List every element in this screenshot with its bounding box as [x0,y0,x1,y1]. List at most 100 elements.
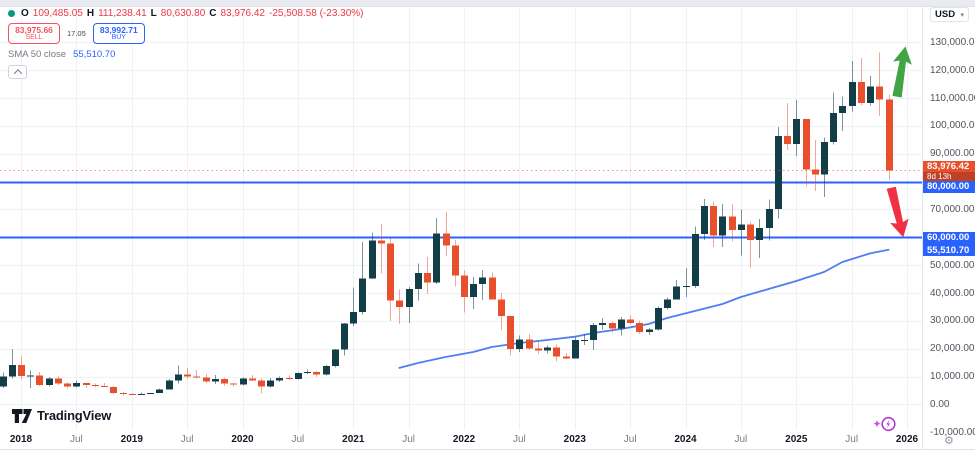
candle [590,323,597,350]
candle-body [858,81,865,103]
chevron-up-icon [13,69,22,78]
buy-button[interactable]: 83,992.71 BUY [92,23,145,44]
candle [664,297,671,310]
candle [258,378,265,394]
widget-bottom-border [0,449,975,450]
candle [858,57,865,106]
sell-button[interactable]: 83,975.66 SELL [8,23,60,44]
tradingview-logo[interactable]: TradingView [12,408,111,423]
candle [886,94,893,180]
candle-body [701,205,708,235]
candle-body [166,380,173,390]
candle [729,203,736,242]
candle-body [267,380,274,387]
candle [756,219,763,258]
candle [203,373,210,383]
candle [830,92,837,145]
price-tick-label: 10,000.00 [930,371,975,382]
candle [775,127,782,219]
arrow-down-icon [886,186,909,238]
candle [240,377,247,386]
time-tick-label: Jul [180,434,194,445]
candle-body [489,277,496,300]
buy-label: BUY [111,34,126,42]
price-axis[interactable]: USD ▾ 83,976.42 8d 13h 80,000.00 60,000.… [922,0,975,449]
event-marker-icon[interactable] [872,415,898,433]
down-arrow-annotation[interactable] [883,186,913,240]
candle-body [609,323,616,329]
candle-body [719,216,726,236]
candle [812,139,819,191]
time-axis[interactable]: 2018 Jul 2019 Jul 2020 Jul 2021 Jul 2022 Jul 2023 J… [0,430,922,449]
time-tick-label: Jul [291,434,305,445]
candle-body [443,233,450,246]
sma-line[interactable] [398,248,890,369]
candle-body [0,376,7,387]
candle [73,380,80,388]
candle-body [821,142,828,175]
price-tick-label: 30,000.00 [930,315,975,327]
chart-legend: O 109,485.05 H 111,238.41 L 80,630.80 C 83,9… [8,8,364,79]
tradingview-logo-icon [12,408,32,423]
time-tick-label: 2021 [342,434,365,445]
candle-body [683,285,690,287]
price-tick-label: 20,000.00 [930,343,975,355]
candle [83,382,90,389]
candle-body [876,86,883,100]
up-arrow-annotation[interactable] [887,45,915,99]
candle [803,118,810,187]
price-tick-label: 90,000.00 [930,148,975,160]
candle-body [129,394,136,395]
candle-body [286,378,293,380]
candle [359,241,366,315]
candle-body [839,105,846,114]
candle [332,349,339,368]
candle-body [738,224,745,230]
candle [876,52,883,116]
time-tick-label: 2023 [563,434,586,445]
candle-body [64,383,71,387]
candle [544,345,551,354]
time-tick-label: 2025 [785,434,808,445]
candle [710,201,717,247]
collapse-legend-button[interactable] [8,65,27,79]
candle-body [618,319,625,329]
price-level-label-80000: 80,000.00 [923,180,975,193]
tradingview-logo-text: TradingView [37,408,112,423]
candle [304,369,311,374]
time-tick-label: 2022 [452,434,476,445]
currency-dropdown[interactable]: USD ▾ [930,7,969,22]
sell-label: SELL [25,34,43,42]
candle-body [535,348,542,351]
gear-icon[interactable]: ⚙ [944,435,954,447]
candle-body [249,378,256,381]
candle [295,372,302,380]
candle [821,137,828,198]
time-tick-label: 2018 [9,434,33,445]
price-tick-label: 40,000.00 [930,287,975,299]
candle-body [784,135,791,145]
candle-body [73,382,80,387]
candle-body [240,378,247,385]
candle-body [55,378,62,384]
ohlc-high-key: H [86,8,95,19]
candle-body [572,340,579,359]
candle-body [147,393,154,394]
candle-body [193,376,200,378]
candle [323,365,330,376]
candle [738,209,745,256]
candle [27,370,34,388]
price-tick-label: 100,000.00 [930,120,975,132]
candle [516,335,523,353]
candle [636,320,643,334]
candle-body [424,273,431,283]
candle-body [276,378,283,381]
candle-body [747,224,754,241]
candle [599,317,606,330]
indicator-legend: SMA 50 close 55,510.70 [8,49,364,60]
candle-body [221,378,228,384]
candle [341,322,348,356]
candle-body [461,275,468,298]
price-pane[interactable] [0,0,922,430]
